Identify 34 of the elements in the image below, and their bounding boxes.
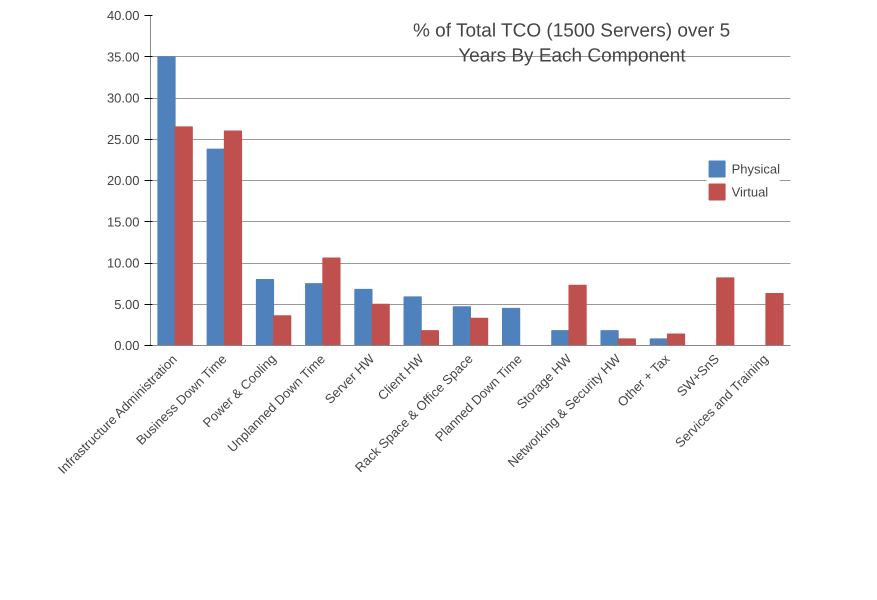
- bar: [354, 288, 373, 346]
- y-tick-label: 5.00: [114, 296, 140, 312]
- bar: [452, 306, 471, 346]
- legend-label: Physical: [732, 161, 780, 176]
- y-tick-label: 0.00: [114, 338, 140, 353]
- bar: [157, 56, 176, 346]
- y-tick-label: 20.00: [106, 173, 140, 188]
- y-tick-label: 25.00: [106, 132, 140, 147]
- y-tick-label: 40.00: [106, 8, 140, 23]
- legend-label: Virtual: [732, 184, 768, 199]
- bar: [224, 130, 242, 346]
- bar: [404, 296, 422, 346]
- bar: [273, 315, 292, 346]
- bar: [765, 293, 784, 346]
- y-tick-label: 15.00: [106, 214, 140, 230]
- bar: [470, 318, 488, 346]
- bar: [666, 333, 686, 346]
- y-tick-label: 35.00: [106, 49, 140, 64]
- bar: [568, 284, 587, 346]
- bar: [174, 126, 193, 346]
- bar: [618, 338, 636, 346]
- bar: [420, 330, 439, 346]
- bar: [256, 279, 274, 346]
- bar: [502, 308, 520, 346]
- bar: [716, 277, 734, 346]
- bar: [305, 283, 324, 346]
- bar: [372, 304, 390, 346]
- y-tick-label: 10.00: [106, 256, 140, 270]
- text: % of Total TCO (1500 Servers) over 5 Years By Each Component: [412, 20, 730, 67]
- bar: [600, 330, 619, 346]
- y-tick-label: 30.00: [106, 90, 140, 106]
- bar: [322, 258, 341, 346]
- bar: [206, 148, 225, 346]
- bar: [551, 330, 570, 346]
